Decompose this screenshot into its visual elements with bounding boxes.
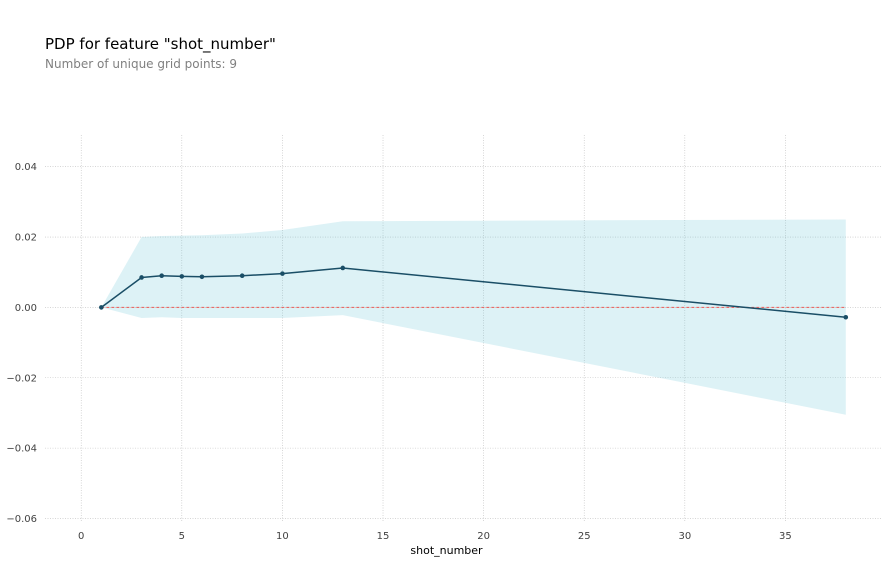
pdp-point (843, 314, 849, 320)
x-tick-label: 35 (779, 531, 792, 542)
x-axis-label: shot_number (410, 544, 483, 557)
y-tick-label: −0.06 (6, 514, 37, 525)
pdp-point (239, 273, 245, 279)
y-tick-label: 0.02 (15, 233, 37, 244)
pdp-point (159, 273, 164, 279)
y-tick-labels: −0.06 −0.04 −0.02 0.00 0.02 0.04 (6, 162, 37, 525)
x-tick-label: 5 (179, 531, 185, 542)
x-tick-labels: 0 5 10 15 20 25 30 35 (78, 531, 792, 542)
pdp-point (139, 275, 144, 280)
chart-subtitle: Number of unique grid points: 9 (45, 57, 238, 71)
y-tick-label: −0.02 (6, 373, 37, 384)
y-tick-label: 0.04 (15, 162, 37, 173)
x-tick-label: 30 (678, 531, 691, 542)
chart-title: PDP for feature "shot_number" (45, 35, 276, 53)
x-tick-label: 0 (78, 531, 84, 542)
pdp-points (99, 265, 849, 320)
pdp-point (179, 274, 185, 279)
x-tick-label: 20 (477, 531, 490, 542)
y-tick-label: 0.00 (15, 303, 37, 314)
pdp-point (280, 271, 285, 276)
confidence-band (101, 219, 846, 415)
x-tick-label: 25 (578, 531, 591, 542)
pdp-point (340, 265, 346, 271)
pdp-point (199, 274, 205, 280)
x-tick-label: 15 (377, 531, 390, 542)
pdp-point (99, 305, 104, 310)
y-tick-label: −0.04 (6, 444, 37, 455)
x-tick-label: 10 (276, 531, 289, 542)
